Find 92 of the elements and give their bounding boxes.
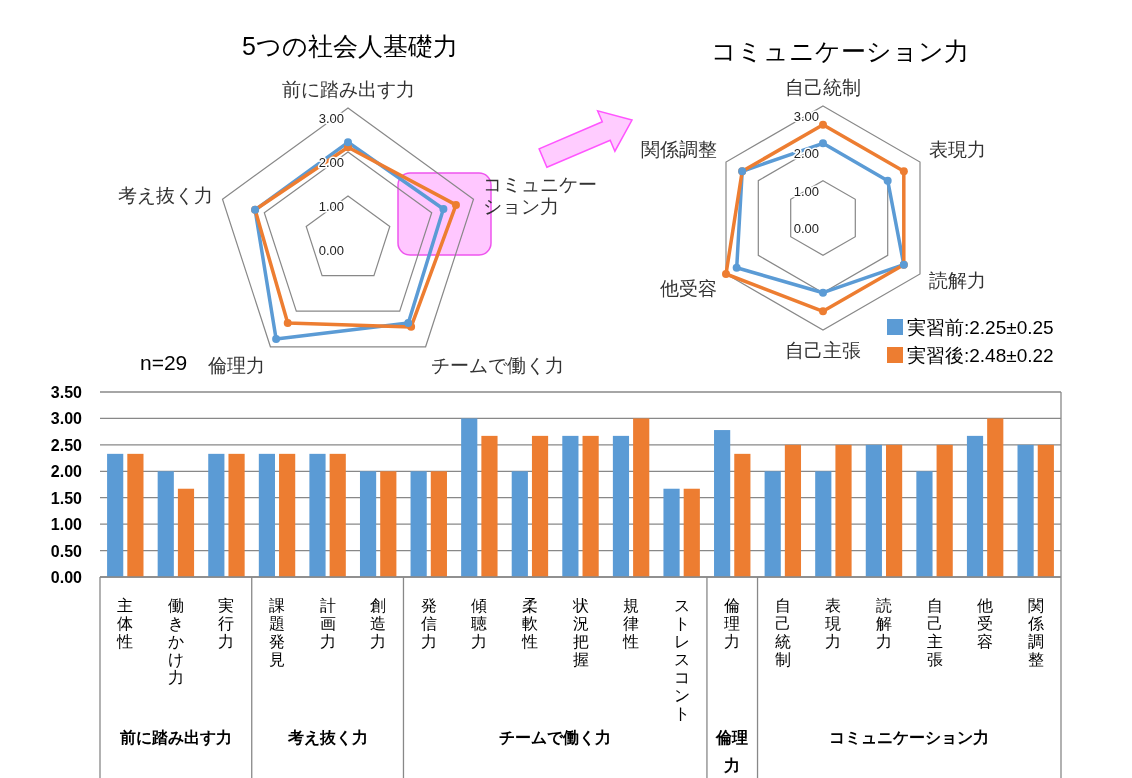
bar bbox=[430, 471, 447, 577]
x-tick-label: 他受容 bbox=[977, 597, 994, 650]
y-tick-label: 2.00 bbox=[50, 463, 83, 481]
y-tick-label: 0.00 bbox=[793, 221, 819, 236]
bar bbox=[258, 453, 275, 577]
y-tick-label: 3.50 bbox=[50, 384, 83, 401]
chart-title: コミュニケーション力 bbox=[711, 37, 969, 65]
spoke-label: 自己主張 bbox=[785, 340, 861, 362]
y-tick-label: 0.50 bbox=[50, 542, 83, 560]
bar bbox=[329, 453, 346, 577]
bar bbox=[531, 435, 549, 577]
x-tick-label: 状況把握 bbox=[571, 597, 589, 668]
bar bbox=[228, 453, 245, 577]
bar bbox=[582, 435, 599, 577]
spoke-label: 関係調整 bbox=[641, 139, 718, 160]
bar bbox=[279, 453, 296, 577]
y-tick-label: 3.00 bbox=[318, 111, 344, 126]
bar bbox=[177, 488, 195, 577]
bar bbox=[683, 488, 700, 577]
y-tick-label: 2.50 bbox=[50, 436, 83, 454]
x-tick-label: 発信力 bbox=[420, 597, 437, 650]
x-tick-label: 読解力 bbox=[875, 597, 892, 650]
bar bbox=[359, 471, 377, 577]
bar bbox=[410, 471, 427, 577]
x-tick-label: 自己統制 bbox=[774, 597, 791, 668]
x-tick-label: 倫理力 bbox=[723, 597, 741, 650]
bar bbox=[966, 435, 984, 577]
y-tick-label: 3.00 bbox=[50, 410, 83, 428]
spoke-label: 倫理力 bbox=[206, 354, 265, 376]
bar bbox=[511, 471, 528, 577]
bar bbox=[734, 453, 751, 577]
bar bbox=[107, 453, 124, 577]
bar bbox=[815, 471, 832, 577]
bar bbox=[461, 418, 478, 577]
bar bbox=[835, 444, 852, 577]
bar bbox=[663, 488, 680, 577]
y-tick-label: 1.50 bbox=[50, 489, 83, 507]
text: n=29 bbox=[140, 351, 188, 374]
bar bbox=[714, 430, 731, 577]
bar bbox=[1037, 444, 1054, 577]
bar bbox=[380, 471, 397, 577]
x-tick-label: 創造力 bbox=[370, 597, 387, 650]
bar bbox=[936, 444, 953, 577]
x-tick-label: 主体性 bbox=[116, 597, 134, 650]
x-tick-label: 課題発見 bbox=[269, 597, 286, 668]
y-tick-label: 1.00 bbox=[318, 199, 344, 214]
bar bbox=[865, 444, 882, 577]
y-tick-label: 0.00 bbox=[50, 569, 83, 586]
bar bbox=[764, 471, 781, 577]
spoke-label: 前に踏み出す力 bbox=[281, 79, 415, 100]
text: 倫理力 bbox=[715, 729, 749, 774]
x-tick-label: 規律性 bbox=[622, 597, 640, 650]
x-tick-label: 表現力 bbox=[825, 597, 842, 650]
spoke-label: 自己統制 bbox=[785, 77, 861, 98]
spoke-label: 読解力 bbox=[928, 269, 986, 291]
spoke-label: 他受容 bbox=[660, 278, 718, 300]
x-tick-label: 自己主張 bbox=[926, 597, 943, 668]
x-tick-label: 働きかけ力 bbox=[167, 597, 184, 686]
spoke-label: チームで働く力 bbox=[431, 354, 565, 376]
bar bbox=[633, 418, 650, 577]
bar bbox=[612, 435, 630, 577]
x-tick-label: 柔軟性 bbox=[520, 597, 538, 650]
legend-label: 実習後:2.48±0.22 bbox=[907, 345, 1054, 366]
bar bbox=[127, 453, 144, 577]
x-tick-label: 傾聴力 bbox=[471, 597, 488, 650]
bar bbox=[886, 444, 903, 577]
bar bbox=[987, 418, 1004, 577]
spoke-label: 考え抜く力 bbox=[117, 185, 213, 207]
bar bbox=[916, 471, 933, 577]
x-tick-label: ストレスコント bbox=[673, 597, 690, 722]
y-tick-label: 1.00 bbox=[50, 516, 83, 534]
y-tick-label: 1.00 bbox=[793, 183, 819, 199]
y-tick-label: 0.00 bbox=[318, 243, 344, 258]
y-tick-label: 3.00 bbox=[793, 109, 819, 124]
x-tick-label: 実行力 bbox=[218, 597, 235, 650]
y-tick-label: 2.00 bbox=[793, 146, 819, 162]
chart-title: 5つの社会人基礎力 bbox=[242, 32, 458, 60]
bar bbox=[562, 435, 579, 577]
x-tick-label: 計画力 bbox=[319, 597, 336, 650]
legend-label: 実習前:2.25±0.25 bbox=[907, 317, 1054, 338]
text: 考え抜く力 bbox=[286, 729, 368, 747]
spoke-label: 表現力 bbox=[928, 139, 986, 160]
bar bbox=[309, 453, 326, 577]
text: チームで働く力 bbox=[499, 729, 612, 747]
text: コミュニケーション力 bbox=[829, 729, 990, 746]
text: 前に踏み出す力 bbox=[118, 729, 232, 747]
bar bbox=[208, 453, 225, 577]
x-tick-label: 関係調整 bbox=[1026, 597, 1044, 668]
bar bbox=[481, 435, 498, 577]
bar bbox=[784, 444, 802, 577]
bar bbox=[157, 471, 174, 577]
bar bbox=[1017, 444, 1034, 577]
